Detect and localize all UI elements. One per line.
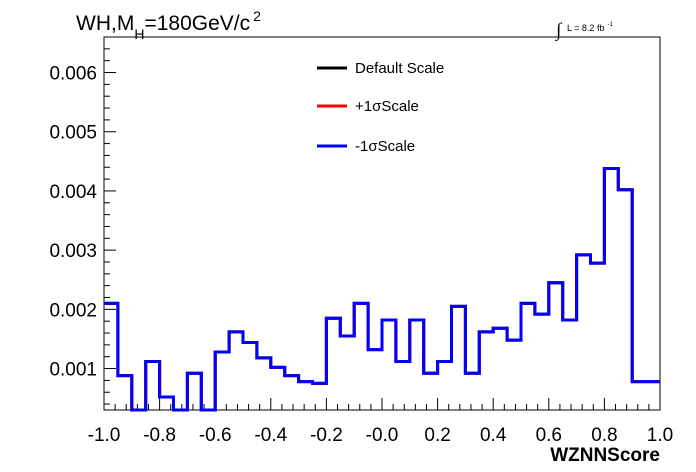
y-tick-label: 0.006 bbox=[49, 64, 97, 85]
x-tick-label: 0.6 bbox=[536, 425, 562, 446]
x-tick-label: 0.4 bbox=[480, 425, 507, 446]
series-layer bbox=[104, 166, 660, 412]
x-axis: -1.0 -0.8 -0.6 -0.4 -0.2 -0.0 0.2 0.4 0.6 0.8 1.0 bbox=[88, 398, 673, 446]
y-tick-label: 0.002 bbox=[49, 300, 97, 321]
legend-label: -1σScale bbox=[355, 138, 415, 155]
plot-frame bbox=[103, 36, 661, 411]
x-tick-label: -0.2 bbox=[310, 425, 343, 446]
x-tick-label: 0.2 bbox=[424, 425, 450, 446]
x-tick-label: -1.0 bbox=[88, 425, 121, 446]
y-tick-label: 0.001 bbox=[49, 360, 97, 381]
x-tick-label: -0.0 bbox=[366, 425, 399, 446]
y-tick-label: 0.003 bbox=[49, 241, 97, 262]
x-tick-label: -0.8 bbox=[143, 425, 176, 446]
integral-symbol: ∫ bbox=[555, 20, 563, 42]
x-axis-label: WZNNScore bbox=[550, 445, 660, 466]
x-tick-label: 1.0 bbox=[647, 425, 673, 446]
y-tick-label: 0.005 bbox=[49, 123, 97, 144]
y-tick-label: 0.004 bbox=[49, 182, 97, 203]
legend-label: Default Scale bbox=[355, 60, 444, 77]
series-line-2 bbox=[104, 166, 660, 412]
legend: Default Scale +1σScale -1σScale bbox=[317, 60, 444, 155]
x-tick-label: 0.8 bbox=[591, 425, 617, 446]
legend-label: +1σScale bbox=[355, 98, 419, 115]
chart-title: WH,MH=180GeV/c 2 bbox=[76, 8, 261, 42]
luminosity-label: L = 8.2 fb -1 bbox=[567, 22, 613, 33]
x-tick-label: -0.6 bbox=[199, 425, 232, 446]
y-axis: 0.001 0.002 0.003 0.004 0.005 0.006 bbox=[49, 36, 116, 405]
x-tick-label: -0.4 bbox=[254, 425, 287, 446]
